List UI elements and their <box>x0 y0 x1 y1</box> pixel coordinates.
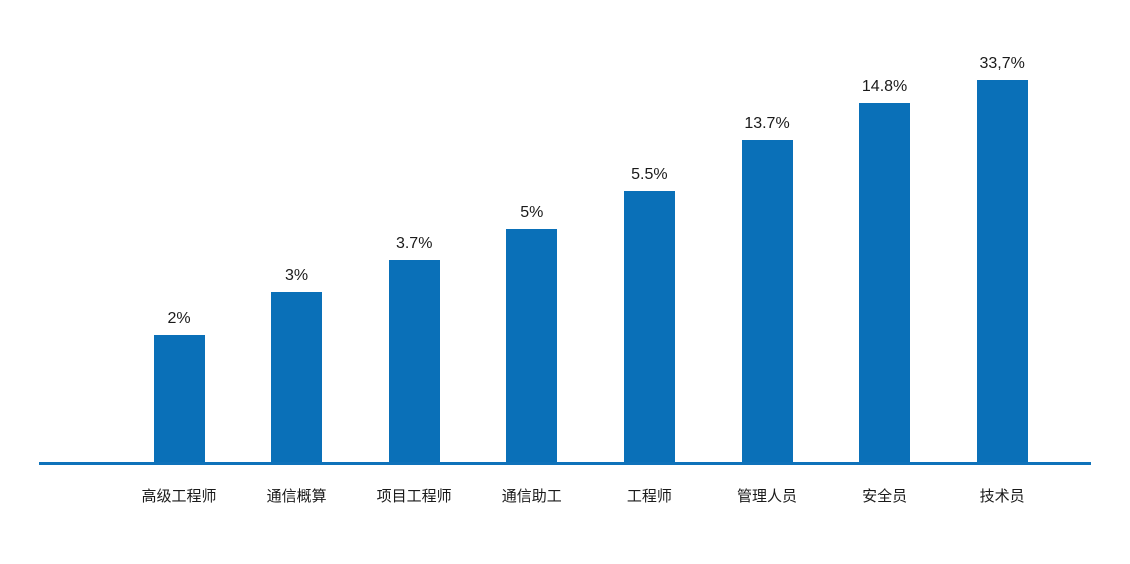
bar-6 <box>741 140 793 462</box>
category-label-6: 管理人员 <box>736 488 797 505</box>
category-label-1: 高级工程师 <box>141 488 217 505</box>
bar-2 <box>271 292 323 462</box>
value-label-7: 14.8% <box>861 78 908 95</box>
bar-8 <box>976 80 1028 462</box>
x-axis-line <box>39 462 1091 465</box>
bar-4 <box>506 229 558 462</box>
bar-7 <box>859 103 911 462</box>
category-label-3: 项目工程师 <box>376 488 452 505</box>
value-label-3: 3.7% <box>395 235 433 252</box>
value-label-2: 3% <box>285 267 309 284</box>
category-label-8: 技术员 <box>979 488 1025 505</box>
value-label-6: 13.7% <box>744 115 790 132</box>
value-label-4: 5% <box>520 204 544 221</box>
bar-5 <box>623 191 675 462</box>
plot-area: 2% 高级工程师 3% 通信概算 3.7% 项目工程师 5% 通信助工 5.5% 工程师 13.7%… <box>39 55 1091 505</box>
bar-1 <box>153 335 205 462</box>
value-label-5: 5.5% <box>631 166 668 183</box>
category-label-4: 通信助工 <box>501 488 562 505</box>
value-label-8: 33,7% <box>979 55 1025 72</box>
category-label-2: 通信概算 <box>266 488 327 505</box>
bar-3 <box>388 260 440 462</box>
category-label-5: 工程师 <box>626 488 672 505</box>
value-label-1: 2% <box>167 310 191 327</box>
category-label-7: 安全员 <box>862 488 908 505</box>
